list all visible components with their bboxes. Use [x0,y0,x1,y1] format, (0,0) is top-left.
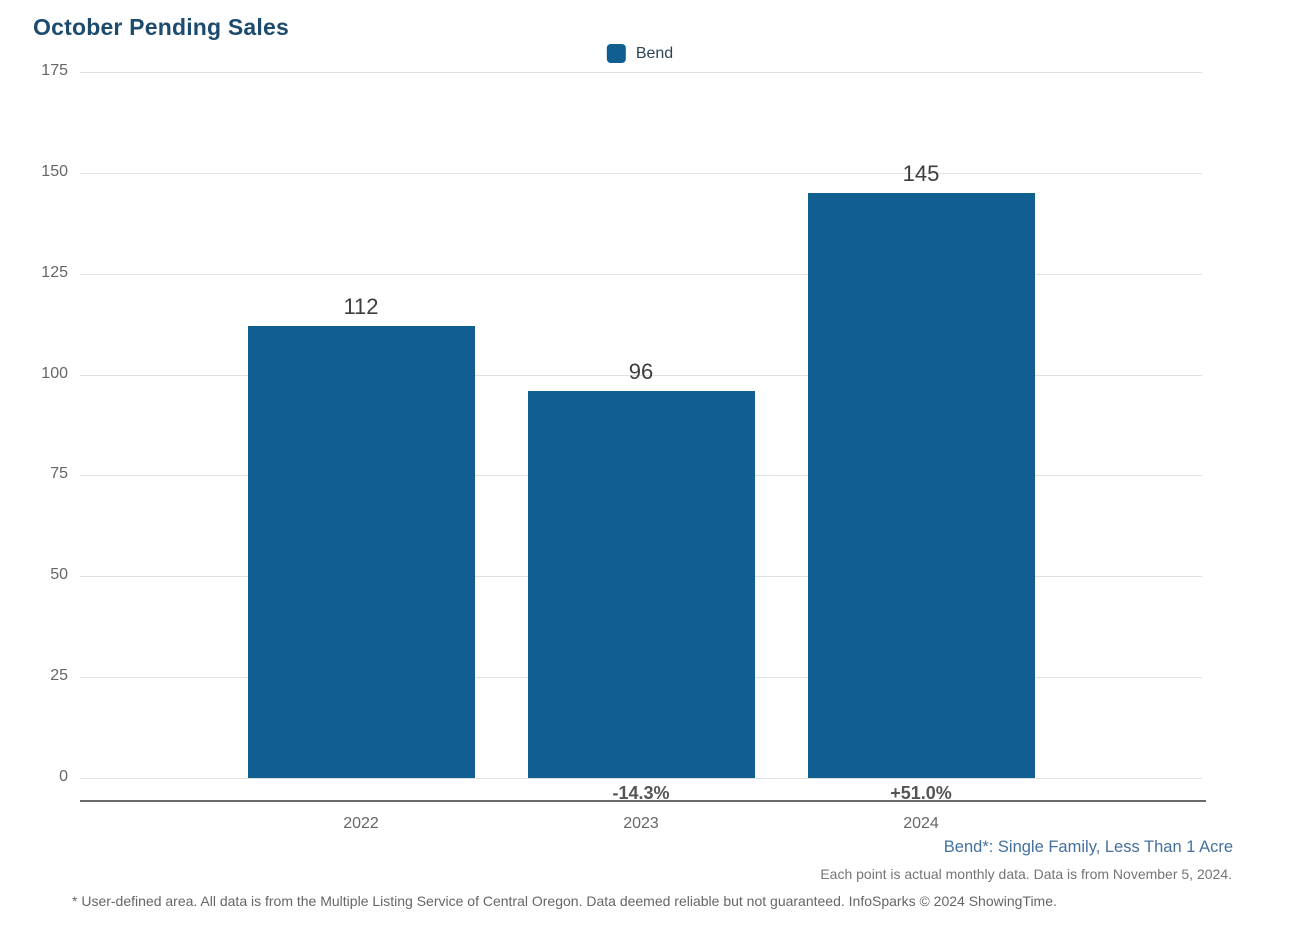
chart-title: October Pending Sales [33,14,289,40]
y-tick-label-50: 50 [50,566,68,584]
y-tick-label-25: 25 [50,667,68,685]
x-axis-line [80,800,1206,802]
legend-label: Bend [635,44,674,62]
bar-value-label-2023: 96 [628,358,654,384]
legend-swatch-icon [606,44,626,63]
pct-change-label-2023: -14.3% [612,783,670,803]
y-tick-label-150: 150 [41,162,68,180]
bar-2024[interactable] [807,193,1035,778]
y-tick-label-75: 75 [50,465,68,483]
gridline-175 [80,72,1202,73]
gridline-125 [80,273,1202,275]
legend-item-bend[interactable]: Bend [606,44,674,63]
bar-value-label-2022: 112 [343,294,379,320]
pct-change-label-2024: +51.0% [890,783,952,803]
series-definition-note: Bend*: Single Family, Less Than 1 Acre [943,838,1233,856]
bar-value-label-2024: 145 [902,161,940,187]
y-tick-label-0: 0 [59,768,68,785]
x-tick-label-2024: 2024 [903,815,939,832]
y-tick-label-100: 100 [41,364,68,382]
x-tick-label-2022: 2022 [343,815,379,832]
y-tick-label-175: 175 [41,62,68,79]
disclaimer-note: * User-defined area. All data is from th… [72,893,1057,909]
data-freshness-note: Each point is actual monthly data. Data … [820,866,1232,882]
y-tick-label-125: 125 [41,263,68,281]
gridline-100 [80,374,1202,376]
gridline-150 [80,172,1202,174]
gridline-0 [80,778,1202,779]
bar-2022[interactable] [247,326,475,778]
bar-2023[interactable] [527,390,755,778]
x-tick-label-2023: 2023 [623,815,659,832]
